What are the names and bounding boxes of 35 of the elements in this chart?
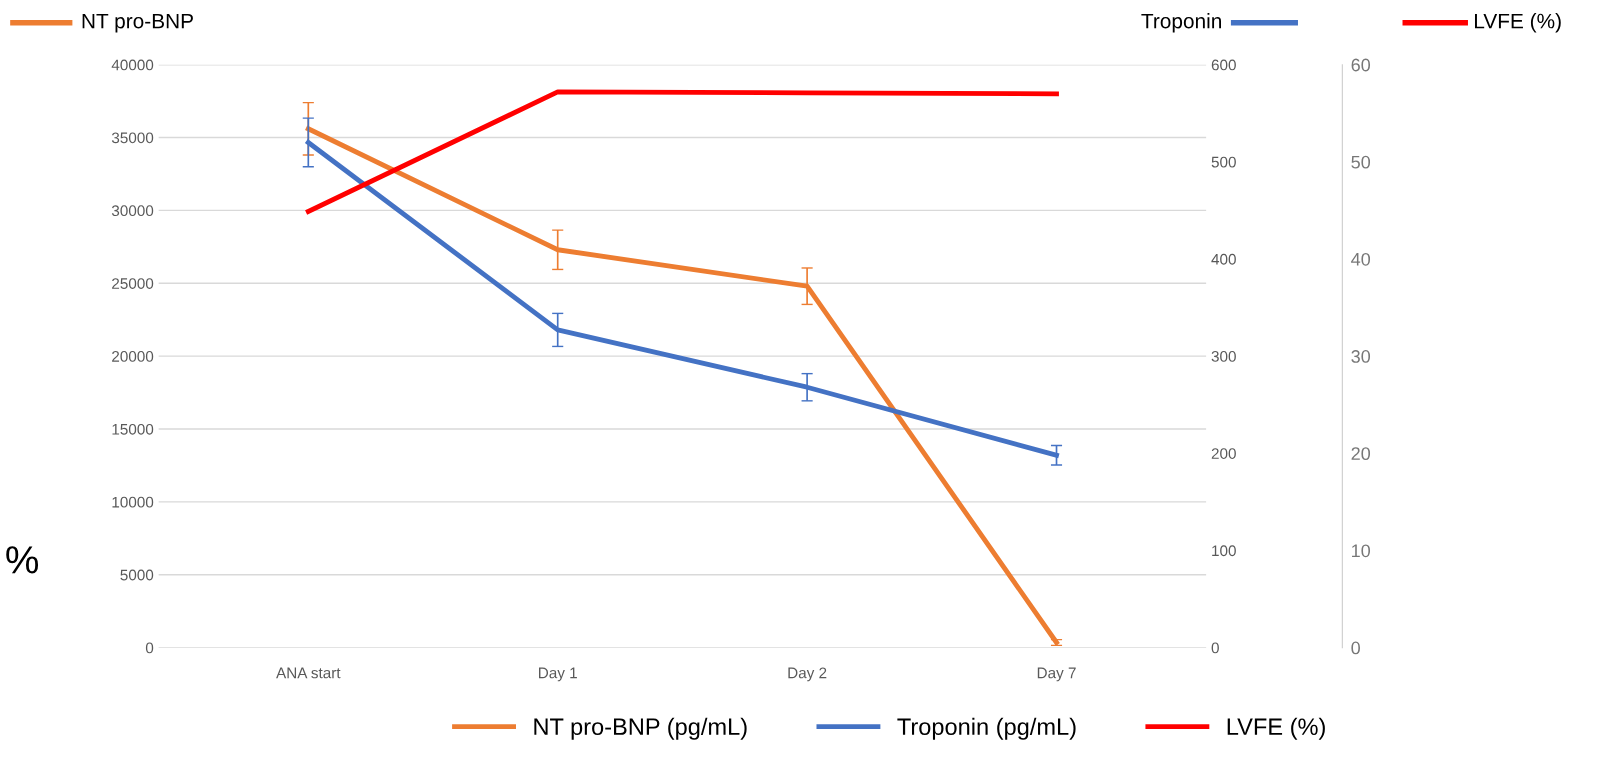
x-tick-label: Day 1 (539, 667, 577, 682)
y3-tick-label: 0 (1351, 641, 1360, 655)
text: NT pro-BNP (82, 13, 193, 33)
y2-tick-label: 100 (1212, 545, 1236, 557)
y-tick-label: 30000 (111, 205, 154, 217)
y2-tick-label: 300 (1211, 351, 1236, 362)
y3-tick-label: 30 (1351, 350, 1371, 363)
y3-tick-label: 50 (1351, 155, 1371, 169)
x-tick-label: Day 7 (1037, 667, 1076, 682)
y-tick-label: 40000 (111, 59, 154, 71)
x-tick-label: Day 2 (788, 667, 827, 682)
y-tick-label: 10000 (112, 496, 154, 508)
text: LVFE (%) (1475, 13, 1561, 33)
y2-tick-label: 400 (1211, 253, 1236, 265)
y3-tick-label: 20 (1351, 447, 1371, 461)
legend-label: Troponin (pg/mL) (897, 717, 1076, 740)
y3-tick-label: 60 (1351, 58, 1371, 72)
y3-tick-label: 40 (1351, 252, 1371, 266)
y2-tick-label: 500 (1211, 156, 1236, 168)
y-tick-label: 0 (145, 642, 154, 654)
y-tick-label: 5000 (120, 569, 154, 581)
y2-tick-label: 600 (1211, 59, 1236, 71)
x-tick-label: ANA start (276, 667, 341, 679)
text: Troponin (1141, 13, 1221, 33)
y-tick-label: 20000 (112, 351, 154, 362)
y2-tick-label: 200 (1211, 448, 1236, 459)
y-tick-label: 25000 (112, 278, 154, 289)
line-series (305, 89, 1059, 214)
legend-label: NT pro-BNP (pg/mL) (534, 717, 747, 740)
legend-label: LVFE (%) (1227, 717, 1325, 740)
y2-tick-label: 0 (1211, 642, 1219, 654)
y-tick-label: 15000 (112, 423, 154, 435)
text: % (6, 546, 39, 574)
y-tick-label: 35000 (111, 132, 154, 144)
y3-tick-label: 10 (1352, 544, 1371, 558)
